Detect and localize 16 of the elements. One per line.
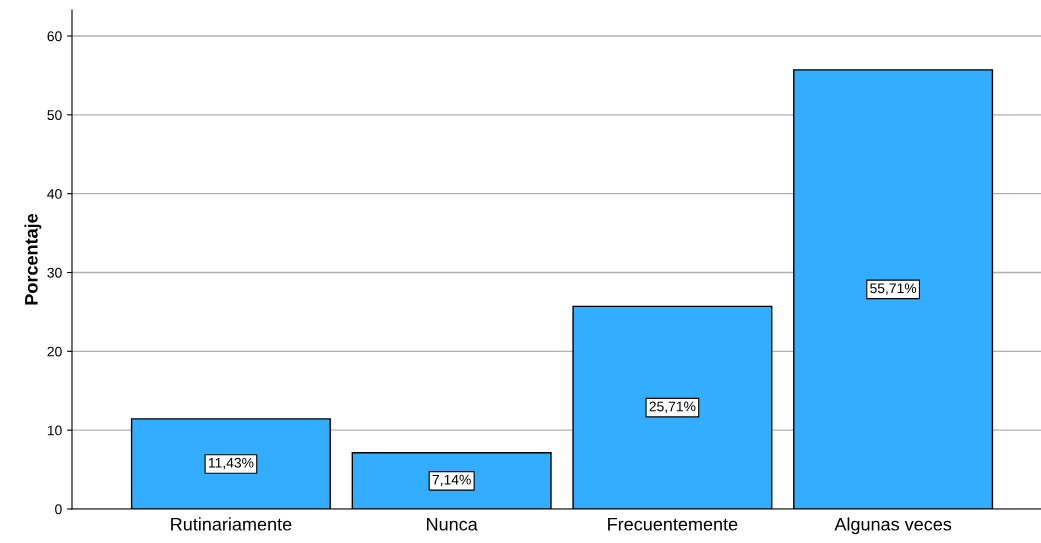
y-tick-label: 10: [47, 425, 62, 436]
data-label: 7,14%: [432, 474, 471, 487]
y-tick-label: 50: [47, 110, 62, 121]
x-tick-label: Algunas veces: [834, 517, 952, 535]
data-label: 25,71%: [649, 401, 696, 414]
x-tick-label: Rutinariamente: [171, 517, 292, 531]
x-tick-label: Frecuentemente: [608, 518, 738, 531]
y-tick-label: 20: [47, 346, 62, 357]
y-tick-label: 40: [47, 189, 62, 199]
y-tick-label: 60: [47, 31, 62, 42]
data-label: 55,71%: [870, 283, 917, 295]
y-axis-title: Porcentaje: [24, 213, 42, 305]
y-tick-label: 30: [47, 267, 62, 278]
data-label: 11,43%: [208, 457, 254, 470]
x-tick-label: Nunca: [427, 518, 478, 531]
y-tick-label: 0: [55, 504, 62, 515]
